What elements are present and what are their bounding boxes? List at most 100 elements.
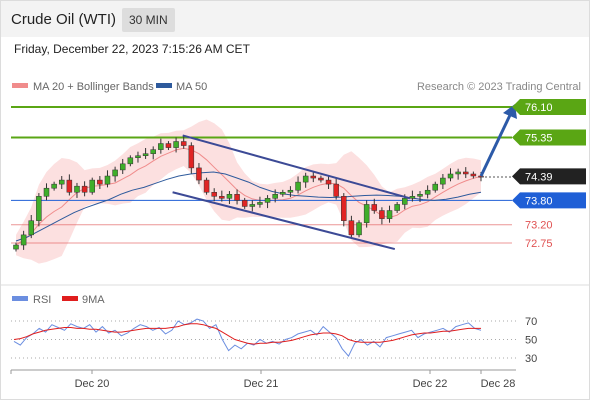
ma50-legend-swatch <box>156 83 172 88</box>
candle <box>20 230 27 250</box>
candle <box>280 189 286 197</box>
price-label-74-39: 74.39 <box>525 171 553 183</box>
price-labels: 76.10 75.35 74.39 73.80 73.20 72.75 <box>512 99 586 250</box>
candle <box>36 193 42 227</box>
candle <box>257 196 263 208</box>
rsi-line <box>13 318 482 358</box>
candle <box>455 168 461 180</box>
price-label-72-75: 72.75 <box>525 238 553 250</box>
candle <box>13 242 19 252</box>
candle <box>97 176 103 190</box>
candle <box>356 220 362 238</box>
candle <box>58 176 65 190</box>
candle <box>219 190 225 202</box>
candle <box>135 151 141 163</box>
candle <box>363 200 370 228</box>
bollinger-legend-label: MA 20 + Bollinger Bands <box>33 81 154 93</box>
price-tag-76-10 <box>512 99 586 115</box>
timeframe-button[interactable]: 30 MIN <box>122 8 175 32</box>
credit-text: Research © 2023 Trading Central <box>417 81 581 93</box>
candle <box>66 174 73 196</box>
candle <box>89 177 95 195</box>
x-axis: Dec 20 Dec 21 Dec 22 Dec 28 <box>10 370 516 390</box>
rsi-tick-50: 50 <box>525 335 537 347</box>
candle <box>302 172 309 188</box>
bollinger-band-fill <box>16 119 481 264</box>
candle <box>28 214 34 239</box>
price-tag-73-80 <box>512 192 586 209</box>
candle <box>241 197 248 209</box>
rsi-grid: 70 50 30 <box>11 316 537 365</box>
price-label-73-80: 73.80 <box>525 195 553 207</box>
candle <box>196 163 202 185</box>
candle <box>432 181 439 193</box>
candle <box>119 158 126 174</box>
candle <box>249 200 256 212</box>
candle <box>264 195 271 209</box>
rsi-ma-line <box>13 323 481 345</box>
candle <box>112 166 118 182</box>
candle <box>165 141 172 151</box>
instrument-title: Crude Oil (WTI) <box>11 11 116 28</box>
projection-arrow-line <box>479 112 513 177</box>
candle <box>371 198 378 214</box>
channel-line-lower <box>172 191 396 251</box>
ma50-legend-label: MA 50 <box>176 81 207 93</box>
candle <box>386 205 393 223</box>
x-tick-label: Dec 21 <box>244 378 279 390</box>
candle <box>341 193 347 227</box>
rsi-legend: RSI 9MA <box>12 294 105 306</box>
projection-arrow <box>479 104 517 178</box>
candle <box>470 171 477 179</box>
chart-header: Crude Oil (WTI) 30 MIN <box>1 1 589 37</box>
x-tick-label: Dec 20 <box>75 378 110 390</box>
price-label-73-20: 73.20 <box>525 220 553 232</box>
candle <box>180 135 187 149</box>
candle <box>158 138 164 154</box>
candle <box>272 189 278 203</box>
candle <box>447 168 454 182</box>
candle <box>234 189 240 205</box>
candle <box>203 177 210 195</box>
candle <box>43 183 50 201</box>
candle <box>188 142 195 174</box>
candle <box>424 185 431 199</box>
candle <box>51 181 57 191</box>
rsi-ma-legend-label: 9MA <box>82 294 105 306</box>
price-label-75-35: 75.35 <box>525 132 553 144</box>
candle <box>318 175 324 183</box>
candle <box>81 181 88 197</box>
candle <box>394 201 400 213</box>
candle <box>127 155 134 167</box>
candle <box>74 182 80 198</box>
candle <box>287 186 294 198</box>
candle <box>150 146 156 160</box>
candle <box>440 173 446 190</box>
price-tag-75-35 <box>512 129 586 146</box>
candle <box>463 167 469 179</box>
candle <box>325 176 332 190</box>
candle <box>173 137 179 153</box>
candle <box>211 188 217 202</box>
candle <box>379 207 385 225</box>
x-tick-label: Dec 28 <box>481 378 516 390</box>
price-label-76-10: 76.10 <box>525 102 553 114</box>
x-tick-label: Dec 22 <box>413 378 448 390</box>
candle <box>417 191 423 202</box>
candle <box>104 170 111 188</box>
trend-channel <box>172 134 411 251</box>
price-tag-74-39 <box>512 168 586 185</box>
bollinger-legend-swatch <box>12 83 28 88</box>
rsi-tick-70: 70 <box>525 316 537 328</box>
rsi-tick-30: 30 <box>525 353 537 365</box>
candle <box>310 171 317 183</box>
rsi-legend-label: RSI <box>33 294 51 306</box>
candle <box>295 176 301 194</box>
candle <box>142 148 149 159</box>
candle <box>226 191 233 205</box>
candlesticks <box>13 135 484 252</box>
channel-line-upper <box>182 134 411 200</box>
candle <box>348 215 355 239</box>
price-legend: MA 20 + Bollinger Bands MA 50 Research ©… <box>12 81 581 93</box>
